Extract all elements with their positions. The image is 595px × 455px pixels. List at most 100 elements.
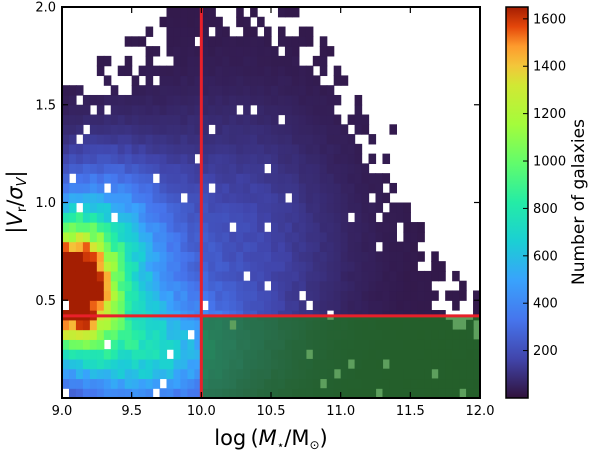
heatmap-cell <box>82 339 91 350</box>
heatmap-cell <box>208 16 216 28</box>
heatmap-cell <box>110 270 119 282</box>
heatmap-cell <box>124 114 133 125</box>
heatmap-cell <box>250 55 258 67</box>
heatmap-cell <box>250 202 258 213</box>
heatmap-cell <box>96 202 105 213</box>
heatmap-cell <box>361 270 370 282</box>
heatmap-cell <box>145 46 154 57</box>
heatmap-cell <box>298 173 307 184</box>
heatmap-cell <box>82 173 91 184</box>
heatmap-cell <box>389 290 397 301</box>
heatmap-cell <box>368 153 377 165</box>
heatmap-cell <box>166 85 175 96</box>
heatmap-cell <box>145 378 154 389</box>
heatmap-cell <box>396 290 404 301</box>
heatmap-cell <box>340 134 349 145</box>
heatmap-cell <box>117 202 126 213</box>
heatmap-cell <box>229 212 237 223</box>
heatmap-cell <box>305 26 314 37</box>
heatmap-cell <box>159 329 168 340</box>
heatmap-cell <box>361 300 370 311</box>
heatmap-cell <box>319 212 328 223</box>
heatmap-cell <box>250 85 258 96</box>
heatmap-cell <box>243 153 251 165</box>
heatmap-cell <box>159 94 168 106</box>
heatmap-cell <box>264 212 272 223</box>
heatmap-cell <box>298 300 307 311</box>
heatmap-cell <box>173 16 182 28</box>
heatmap-cell <box>410 261 418 272</box>
heatmap-cell <box>312 231 321 243</box>
heatmap-cell <box>110 104 119 116</box>
heatmap-cell <box>68 104 77 116</box>
heatmap-cell <box>347 153 356 165</box>
heatmap-cell <box>110 358 119 370</box>
heatmap-cell <box>250 173 258 184</box>
heatmap-cell <box>264 241 272 252</box>
heatmap-cell <box>312 104 321 116</box>
heatmap-cell <box>117 329 126 340</box>
heatmap-cell <box>403 290 411 301</box>
heatmap-cell <box>110 182 119 194</box>
heatmap-cell <box>312 251 321 262</box>
heatmap-cell <box>180 388 188 398</box>
heatmap-cell <box>277 280 286 292</box>
heatmap-cell <box>291 182 300 194</box>
heatmap-cell <box>110 192 119 204</box>
heatmap-cell <box>403 270 411 282</box>
heatmap-cell <box>271 134 279 145</box>
heatmap-cell <box>277 182 286 194</box>
heatmap-cell <box>257 251 265 262</box>
heatmap-cell <box>368 202 377 213</box>
heatmap-cell <box>96 143 105 155</box>
heatmap-cell <box>438 270 446 282</box>
heatmap-cell <box>277 26 286 37</box>
heatmap-cell <box>131 290 140 301</box>
heatmap-cell <box>138 143 147 155</box>
heatmap-cell <box>284 270 293 282</box>
heatmap-cell <box>236 75 244 86</box>
heatmap-cell <box>243 134 251 145</box>
heatmap-cell <box>305 114 314 125</box>
heatmap-cell <box>194 55 202 67</box>
heatmap-cell <box>89 319 98 331</box>
heatmap-cell <box>187 261 195 272</box>
heatmap-cell <box>62 85 70 96</box>
heatmap-cell <box>173 222 182 233</box>
heatmap-cell <box>389 231 397 243</box>
heatmap-cell <box>159 290 168 301</box>
heatmap-cell <box>236 7 244 18</box>
heatmap-cell <box>215 124 223 135</box>
heatmap-cell <box>117 339 126 350</box>
heatmap-cell <box>62 349 70 360</box>
heatmap-cell <box>103 134 112 145</box>
heatmap-cell <box>138 280 147 292</box>
heatmap-cell <box>138 378 147 389</box>
heatmap-cell <box>180 358 188 370</box>
heatmap-cell <box>96 163 105 174</box>
heatmap-cell <box>194 16 202 28</box>
heatmap-cell <box>124 358 133 370</box>
heatmap-cell <box>326 143 335 155</box>
heatmap-cell <box>354 212 363 223</box>
heatmap-cell <box>257 36 265 47</box>
heatmap-cell <box>243 182 251 194</box>
heatmap-cell <box>145 55 154 67</box>
heatmap-cell <box>187 202 195 213</box>
heatmap-cell <box>312 280 321 292</box>
heatmap-cell <box>298 241 307 252</box>
heatmap-cell <box>187 163 195 174</box>
heatmap-cell <box>194 65 202 77</box>
heatmap-cell <box>229 134 237 145</box>
heatmap-cell <box>277 290 286 301</box>
heatmap-cell <box>236 36 244 47</box>
heatmap-cell <box>208 192 216 204</box>
heatmap-cell <box>333 270 342 282</box>
heatmap-cell <box>82 241 91 252</box>
heatmap-cell <box>229 173 237 184</box>
heatmap-cell <box>312 94 321 106</box>
heatmap-cell <box>382 192 391 204</box>
heatmap-cell <box>229 192 237 204</box>
heatmap-cell <box>166 270 175 282</box>
heatmap-cell <box>131 261 140 272</box>
